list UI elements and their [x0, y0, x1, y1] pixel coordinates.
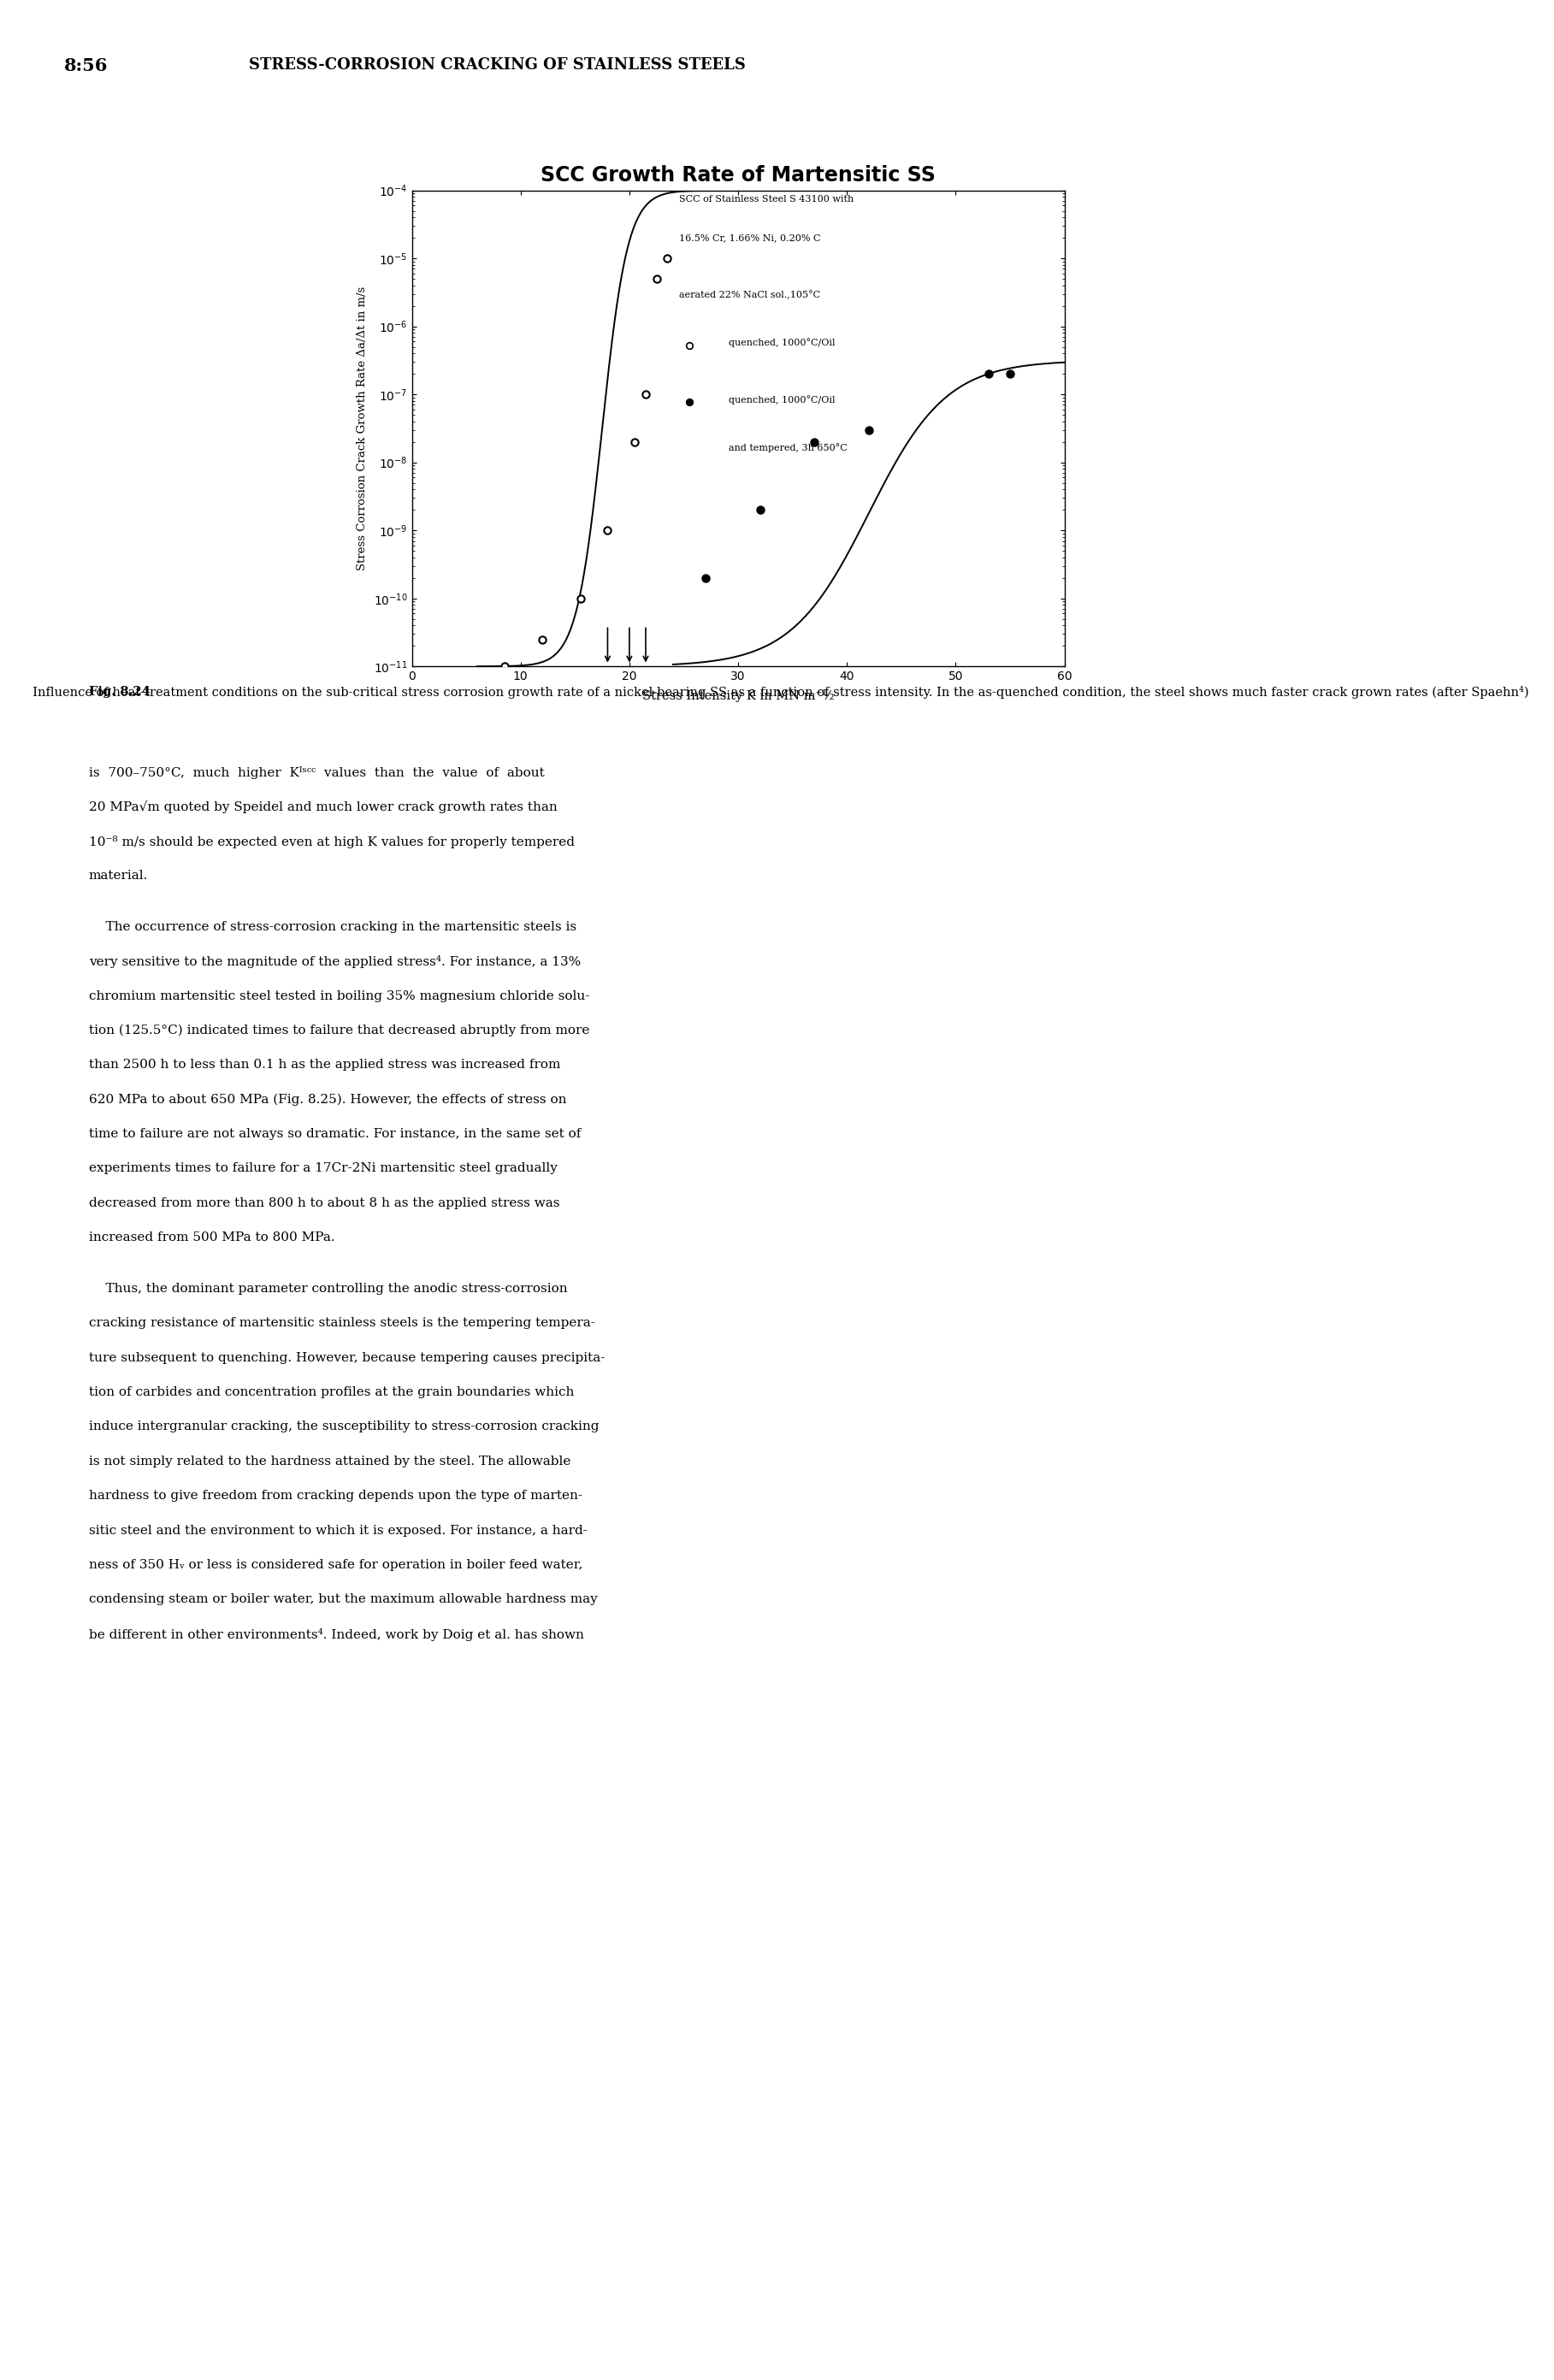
- Text: material.: material.: [89, 869, 148, 883]
- Text: 620 MPa to about 650 MPa (Fig. 8.25). However, the effects of stress on: 620 MPa to about 650 MPa (Fig. 8.25). Ho…: [89, 1092, 566, 1107]
- Text: 10⁻⁸ m/s should be expected even at high K values for properly tempered: 10⁻⁸ m/s should be expected even at high…: [89, 835, 575, 847]
- Text: cracking resistance of martensitic stainless steels is the tempering tempera-: cracking resistance of martensitic stain…: [89, 1316, 595, 1330]
- Text: tion of carbides and concentration profiles at the grain boundaries which: tion of carbides and concentration profi…: [89, 1385, 573, 1399]
- Text: is  700–750°C,  much  higher  Kᴵˢᶜᶜ  values  than  the  value  of  about: is 700–750°C, much higher Kᴵˢᶜᶜ values t…: [89, 766, 544, 778]
- Text: Influence of heat-treatment conditions on the sub-critical stress corrosion grow: Influence of heat-treatment conditions o…: [25, 685, 1529, 697]
- Y-axis label: Stress Corrosion Crack Growth Rate Δa/Δt in m/s: Stress Corrosion Crack Growth Rate Δa/Δt…: [357, 286, 368, 571]
- Text: very sensitive to the magnitude of the applied stress⁴. For instance, a 13%: very sensitive to the magnitude of the a…: [89, 954, 581, 969]
- Text: 16.5% Cr, 1.66% Ni, 0.20% C: 16.5% Cr, 1.66% Ni, 0.20% C: [679, 233, 821, 243]
- Text: 20 MPa√m quoted by Speidel and much lower crack growth rates than: 20 MPa√m quoted by Speidel and much lowe…: [89, 800, 556, 814]
- Text: time to failure are not always so dramatic. For instance, in the same set of: time to failure are not always so dramat…: [89, 1128, 581, 1140]
- Text: Fig. 8.24: Fig. 8.24: [89, 685, 151, 697]
- Text: be different in other environments⁴. Indeed, work by Doig et al. has shown: be different in other environments⁴. Ind…: [89, 1628, 584, 1640]
- Text: tion (125.5°C) indicated times to failure that decreased abruptly from more: tion (125.5°C) indicated times to failur…: [89, 1023, 589, 1038]
- Text: ture subsequent to quenching. However, because tempering causes precipita-: ture subsequent to quenching. However, b…: [89, 1352, 605, 1364]
- Text: experiments times to failure for a 17Cr-2Ni martensitic steel gradually: experiments times to failure for a 17Cr-…: [89, 1161, 558, 1176]
- Text: quenched, 1000°C/Oil: quenched, 1000°C/Oil: [729, 338, 834, 347]
- Text: Thus, the dominant parameter controlling the anodic stress-corrosion: Thus, the dominant parameter controlling…: [89, 1283, 567, 1295]
- Text: decreased from more than 800 h to about 8 h as the applied stress was: decreased from more than 800 h to about …: [89, 1197, 559, 1209]
- X-axis label: Stress Intensity K in MN m⁻¹⁄₂: Stress Intensity K in MN m⁻¹⁄₂: [642, 690, 834, 702]
- Text: STRESS-CORROSION CRACKING OF STAINLESS STEELS: STRESS-CORROSION CRACKING OF STAINLESS S…: [249, 57, 746, 71]
- Text: and tempered, 3h 650°C: and tempered, 3h 650°C: [729, 443, 847, 452]
- Text: increased from 500 MPa to 800 MPa.: increased from 500 MPa to 800 MPa.: [89, 1230, 334, 1245]
- Text: aerated 22% NaCl sol.,105°C: aerated 22% NaCl sol.,105°C: [679, 290, 821, 300]
- Title: SCC Growth Rate of Martensitic SS: SCC Growth Rate of Martensitic SS: [541, 164, 936, 186]
- Text: induce intergranular cracking, the susceptibility to stress-corrosion cracking: induce intergranular cracking, the susce…: [89, 1421, 598, 1433]
- Text: is not simply related to the hardness attained by the steel. The allowable: is not simply related to the hardness at…: [89, 1454, 570, 1468]
- Text: quenched, 1000°C/Oil: quenched, 1000°C/Oil: [729, 395, 834, 405]
- Text: SCC of Stainless Steel S 43100 with: SCC of Stainless Steel S 43100 with: [679, 195, 855, 205]
- Text: sitic steel and the environment to which it is exposed. For instance, a hard-: sitic steel and the environment to which…: [89, 1523, 587, 1537]
- Text: hardness to give freedom from cracking depends upon the type of marten-: hardness to give freedom from cracking d…: [89, 1490, 583, 1502]
- Text: condensing steam or boiler water, but the maximum allowable hardness may: condensing steam or boiler water, but th…: [89, 1592, 597, 1607]
- Text: than 2500 h to less than 0.1 h as the applied stress was increased from: than 2500 h to less than 0.1 h as the ap…: [89, 1059, 559, 1071]
- Text: ness of 350 Hᵥ or less is considered safe for operation in boiler feed water,: ness of 350 Hᵥ or less is considered saf…: [89, 1559, 583, 1571]
- Text: chromium martensitic steel tested in boiling 35% magnesium chloride solu-: chromium martensitic steel tested in boi…: [89, 990, 589, 1002]
- Text: 8:56: 8:56: [64, 57, 107, 74]
- Text: The occurrence of stress-corrosion cracking in the martensitic steels is: The occurrence of stress-corrosion crack…: [89, 921, 577, 933]
